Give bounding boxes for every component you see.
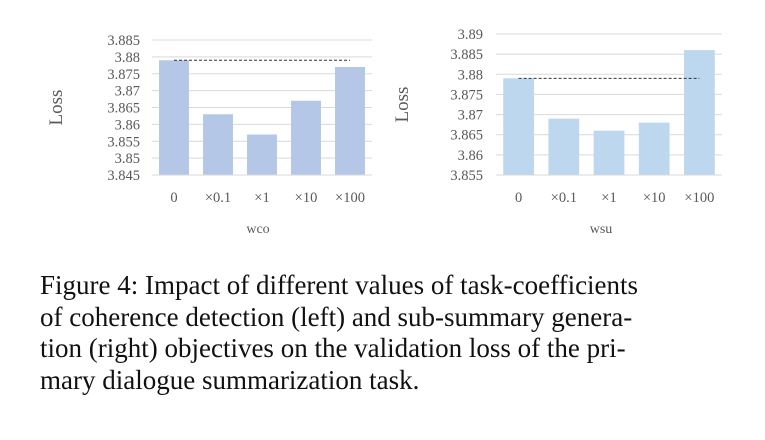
y-tick-label: 3.875 xyxy=(107,67,140,83)
x-tick-label: ×0.1 xyxy=(205,190,231,206)
chart-left: 3.8453.853.8553.863.8653.873.8753.883.88… xyxy=(46,33,372,237)
caption-line-4: mary dialogue summarization task. xyxy=(40,364,420,395)
chart-right: 3.855 3.86 3.865 3.87 3.875 3.88 3.885 3.89 0 ×0.… xyxy=(392,27,722,237)
x-axis-label: wco xyxy=(246,222,269,237)
bar xyxy=(548,118,580,175)
bar xyxy=(159,60,189,175)
y-tick-label: 3.85 xyxy=(115,151,140,167)
bar xyxy=(203,114,233,175)
y-tick-label: 3.865 xyxy=(450,128,483,144)
y-tick-label: 3.885 xyxy=(450,47,483,63)
y-tick-label: 3.845 xyxy=(107,168,140,184)
x-tick-label: 0 xyxy=(170,190,177,206)
y-tick-label: 3.88 xyxy=(115,50,140,66)
figure-caption: Figure 4: Impact of different values of … xyxy=(40,270,730,396)
y-tick-label: 3.86 xyxy=(115,117,140,133)
bar xyxy=(503,78,534,175)
y-axis-label: Loss xyxy=(392,87,413,123)
bar xyxy=(593,130,625,175)
y-tick-label: 3.87 xyxy=(115,84,140,100)
x-tick-label: ×10 xyxy=(643,190,666,206)
x-tick-label: ×100 xyxy=(684,190,714,206)
x-tick-label: 0 xyxy=(515,190,522,206)
y-tick-label: 3.885 xyxy=(107,33,140,49)
x-tick-label: ×100 xyxy=(335,190,365,206)
y-tick-label: 3.87 xyxy=(458,108,483,124)
y-tick-label: 3.89 xyxy=(458,27,483,43)
x-tick-label: ×10 xyxy=(295,190,318,206)
bar xyxy=(247,134,277,175)
bar xyxy=(335,67,365,175)
x-tick-label: ×1 xyxy=(254,190,269,206)
y-tick-label: 3.855 xyxy=(107,134,140,150)
y-tick-label: 3.86 xyxy=(458,148,483,164)
charts-area: 3.8453.853.8553.863.8653.873.8753.883.88… xyxy=(46,27,722,237)
caption-line-2: of coherence detection (left) and sub-su… xyxy=(40,301,633,332)
caption-line-1: Figure 4: Impact of different values of … xyxy=(40,270,639,300)
x-tick-label: ×0.1 xyxy=(551,190,577,206)
y-tick-label: 3.88 xyxy=(458,67,483,83)
y-tick-label: 3.855 xyxy=(450,168,483,184)
y-tick-label: 3.875 xyxy=(450,87,483,103)
bar xyxy=(291,100,321,175)
bar xyxy=(684,50,715,175)
caption-line-3: tion (right) objectives on the validatio… xyxy=(40,333,626,363)
x-tick-label: ×1 xyxy=(601,190,616,206)
bar xyxy=(638,122,670,175)
y-axis-label: Loss xyxy=(46,90,67,126)
x-axis-label: wsu xyxy=(590,222,613,237)
y-tick-label: 3.865 xyxy=(107,101,140,117)
